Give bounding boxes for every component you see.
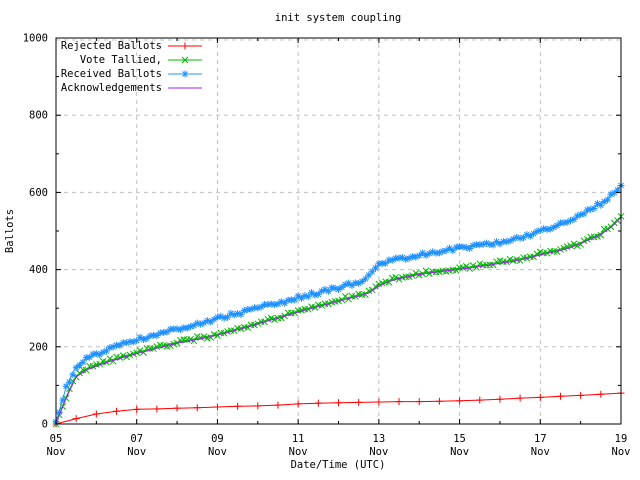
x-tick-label-month: Nov xyxy=(127,446,146,458)
x-tick-label-day: 09 xyxy=(211,433,224,445)
legend-item-received-ballots: Received Ballots xyxy=(0,67,206,81)
legend-label: Acknowledgements xyxy=(60,82,162,94)
legend-label: Received Ballots xyxy=(60,68,162,80)
legend-label: Vote Tallied, xyxy=(79,54,162,66)
y-tick-label: 200 xyxy=(29,341,48,353)
x-tick-label-month: Nov xyxy=(208,446,227,458)
tick-labels: 0200400600800100005Nov07Nov09Nov11Nov13N… xyxy=(23,33,631,459)
legend-line-sample-received xyxy=(168,70,202,78)
x-tick-label-month: Nov xyxy=(369,446,388,458)
x-tick-label-day: 11 xyxy=(292,433,305,445)
y-tick-label: 0 xyxy=(42,419,48,431)
plot-frame xyxy=(55,37,622,425)
x-tick-label-month: Nov xyxy=(531,446,550,458)
legend-line-sample-tallied xyxy=(168,56,202,64)
series-vote-tallied xyxy=(52,212,625,428)
legend-item-acknowledgements: Acknowledgements xyxy=(0,81,206,95)
data-series xyxy=(52,181,625,428)
legend: Rejected Ballots Vote Tallied, Received … xyxy=(0,39,206,95)
y-tick-label: 400 xyxy=(29,264,48,276)
legend-label: Rejected Ballots xyxy=(60,40,162,52)
x-tick-label-month: Nov xyxy=(450,446,469,458)
x-tick-label-month: Nov xyxy=(47,446,66,458)
y-tick-label: 1000 xyxy=(23,33,48,45)
y-axis-label: Ballots xyxy=(4,209,16,253)
x-tick-label-day: 13 xyxy=(373,433,386,445)
y-tick-label: 800 xyxy=(29,110,48,122)
x-tick-label-day: 05 xyxy=(50,433,63,445)
x-axis-label: Date/Time (UTC) xyxy=(291,459,386,471)
x-tick-label-day: 15 xyxy=(453,433,466,445)
x-tick-label-day: 07 xyxy=(130,433,143,445)
series-acknowledgements xyxy=(55,217,622,425)
x-tick-label-month: Nov xyxy=(612,446,631,458)
legend-line-sample-rejected xyxy=(168,42,202,50)
legend-item-rejected-ballots: Rejected Ballots xyxy=(0,39,206,53)
legend-line-sample-acknowledgements xyxy=(168,87,202,89)
chart-title: init system coupling xyxy=(275,12,401,24)
legend-item-vote-tallied: Vote Tallied, xyxy=(0,53,206,67)
x-tick-label-month: Nov xyxy=(289,446,308,458)
x-tick-label-day: 19 xyxy=(615,433,628,445)
x-tick-label-day: 17 xyxy=(534,433,547,445)
y-tick-label: 600 xyxy=(29,187,48,199)
series-received-ballots xyxy=(52,181,625,426)
